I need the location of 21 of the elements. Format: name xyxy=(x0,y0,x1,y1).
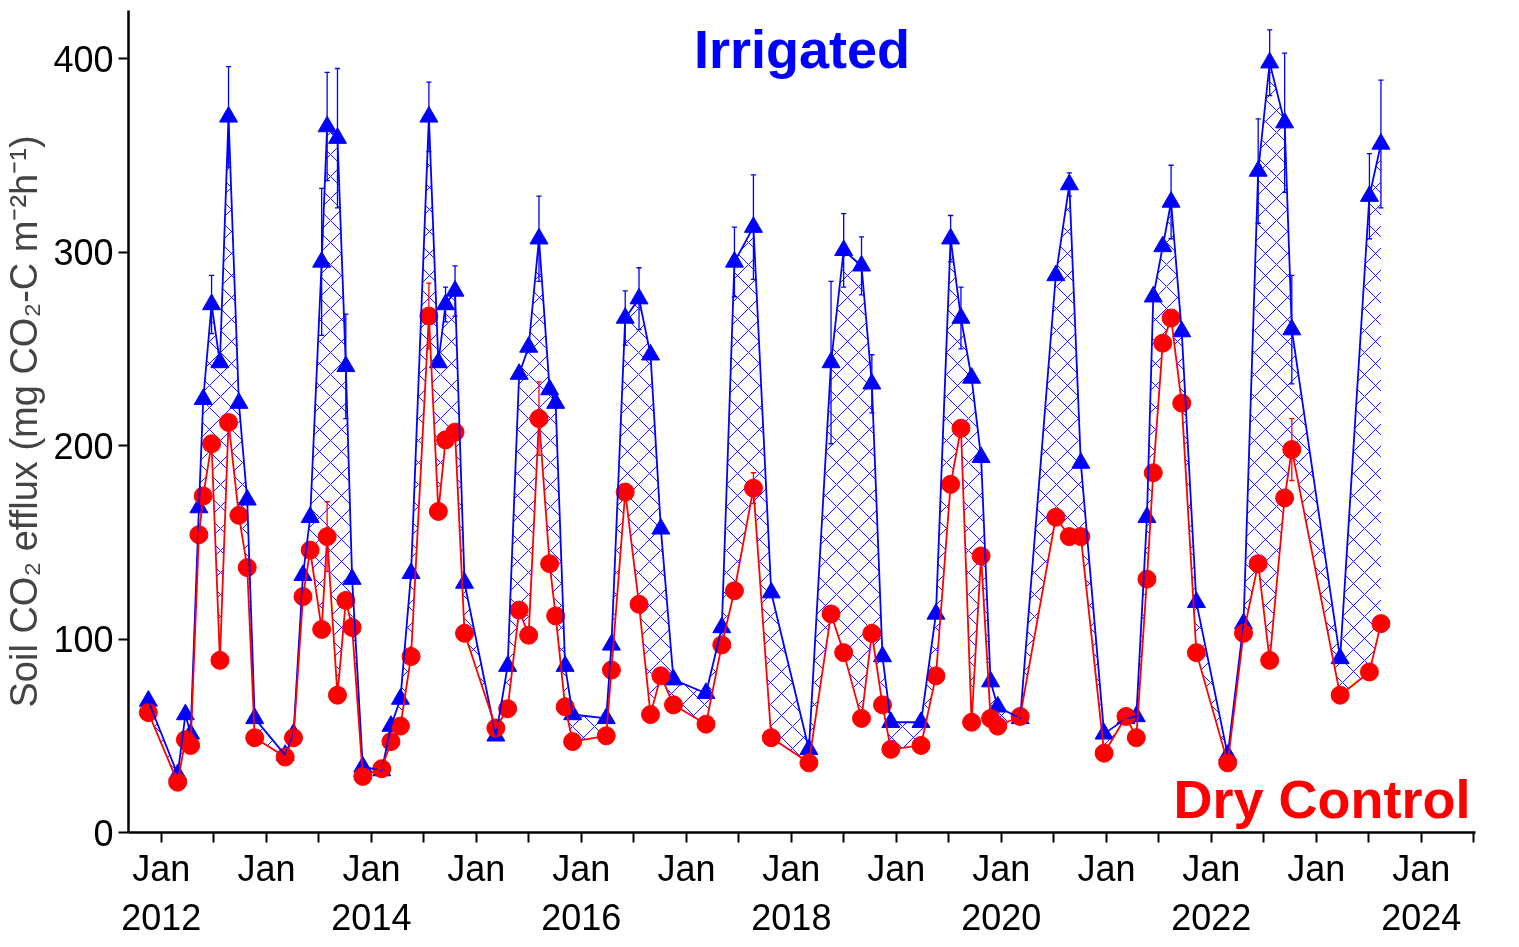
x-tick-label: Jan xyxy=(237,847,296,889)
series-label: Dry Control xyxy=(1173,768,1471,829)
y-tick-label: 400 xyxy=(53,38,114,80)
x-tick-label: Jan xyxy=(867,847,926,889)
y-tick-label: 300 xyxy=(53,232,114,274)
y-tick-label: 200 xyxy=(53,425,114,467)
x-tick-label: Jan 2016 xyxy=(541,847,622,938)
x-tick-label: Jan xyxy=(1077,847,1136,889)
x-tick-label: Jan 2020 xyxy=(961,847,1042,938)
x-tick-label: Jan xyxy=(447,847,506,889)
x-tick-label: Jan xyxy=(657,847,716,889)
x-tick-label: Jan 2018 xyxy=(751,847,832,938)
text: Irrigated xyxy=(693,18,911,79)
x-tick-label: Jan 2022 xyxy=(1171,847,1252,938)
x-tick-label: Jan 2012 xyxy=(121,847,202,938)
x-tick-label: Jan 2014 xyxy=(331,847,412,938)
y-tick-label: 0 xyxy=(93,812,114,854)
x-tick-label: Jan xyxy=(1287,847,1346,889)
y-tick-label: 100 xyxy=(53,619,114,661)
y-axis-title: Soil CO₂ efflux (mg CO₂-C m⁻²h⁻¹) xyxy=(3,135,46,708)
x-tick-label: Jan 2024 xyxy=(1381,847,1462,938)
